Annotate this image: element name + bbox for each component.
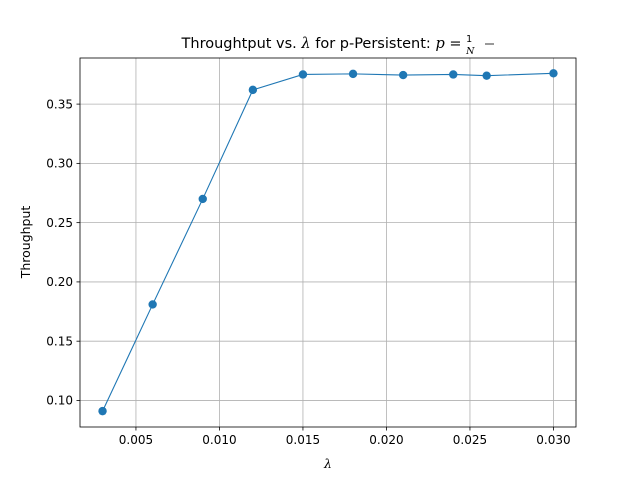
y-tick-label: 0.20 bbox=[46, 275, 73, 289]
data-point bbox=[449, 70, 458, 79]
y-tick-label: 0.10 bbox=[46, 394, 73, 408]
plot-area bbox=[80, 58, 576, 427]
y-tick-label: 0.15 bbox=[46, 334, 73, 348]
title-p: p bbox=[435, 36, 444, 52]
y-axis-label: Throughput bbox=[18, 206, 33, 280]
y-tick-label: 0.30 bbox=[46, 157, 73, 171]
title-denominator: N bbox=[465, 46, 475, 57]
data-point bbox=[348, 69, 358, 79]
data-point bbox=[248, 85, 258, 95]
x-tick-label: 0.010 bbox=[202, 433, 236, 447]
plot-frame bbox=[79, 57, 577, 428]
data-series bbox=[98, 69, 558, 416]
x-tick-label: 0.015 bbox=[286, 433, 320, 447]
y-tick-label: 0.35 bbox=[46, 97, 73, 111]
data-point bbox=[98, 406, 107, 416]
data-point bbox=[482, 71, 491, 80]
data-point bbox=[148, 300, 157, 309]
title-numerator: 1 bbox=[466, 34, 472, 45]
x-tick-label: 0.025 bbox=[453, 433, 487, 447]
grid bbox=[80, 58, 576, 427]
x-axis-label: λ bbox=[323, 456, 332, 471]
title-equals: = bbox=[445, 36, 466, 52]
x-tick-label: 0.005 bbox=[119, 433, 153, 447]
x-tick-label: 0.020 bbox=[369, 433, 403, 447]
data-point bbox=[298, 70, 308, 79]
data-point bbox=[398, 70, 408, 80]
series-line bbox=[102, 72, 554, 412]
data-point bbox=[198, 194, 207, 204]
y-tick-label: 0.25 bbox=[46, 216, 73, 230]
chart-title: Throughtput vs. λ for p-Persistent: p = … bbox=[181, 34, 476, 57]
title-middle: for p-Persistent: bbox=[311, 36, 436, 52]
data-point bbox=[549, 69, 558, 78]
title-prefix: Throughtput vs. bbox=[181, 36, 302, 52]
title-lambda: λ bbox=[300, 36, 310, 52]
y-axis: 0.10 0.15 0.20 0.25 0.30 0.35 bbox=[46, 97, 80, 408]
x-tick-label: 0.030 bbox=[536, 433, 570, 447]
x-axis: 0.005 0.010 0.015 0.020 0.025 0.030 bbox=[119, 427, 571, 447]
